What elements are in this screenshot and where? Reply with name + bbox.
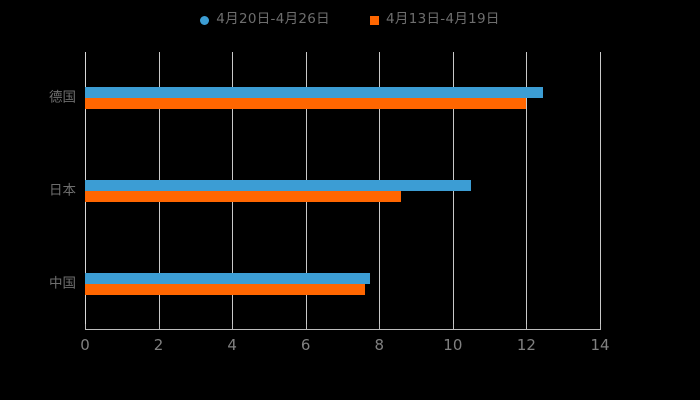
x-tick-mark-12: [526, 324, 528, 330]
x-tick-label-4: 4: [227, 336, 237, 354]
x-tick-label-2: 2: [153, 336, 164, 354]
x-tick-label-12: 12: [516, 336, 536, 354]
bar-德国-series-1[interactable]: [85, 87, 543, 99]
legend-item-series-2[interactable]: 4月13日-4月19日: [370, 13, 500, 27]
legend-label-series-1: 4月20日-4月26日: [216, 11, 330, 28]
x-tick-mark-10: [452, 324, 454, 330]
x-axis-ticks: 0 2 4 6 8 10 12 14: [80, 324, 610, 370]
x-tick-label-0: 0: [80, 336, 90, 354]
gridline-x-14: [600, 52, 601, 330]
bar-日本-series-2[interactable]: [85, 191, 402, 202]
y-axis-category-label-日本: 日本: [49, 182, 76, 199]
bar-中国-series-2[interactable]: [85, 283, 365, 295]
x-tick-mark-14: [600, 324, 601, 330]
bar-中国-series-1[interactable]: [85, 272, 371, 284]
legend-square-marker-icon: [370, 15, 379, 25]
legend-circle-marker-icon: [200, 15, 210, 25]
gridline-x-10: [452, 52, 454, 330]
gridline-x-12: [526, 52, 528, 330]
bar-日本-series-1[interactable]: [85, 180, 472, 191]
x-tick-mark-8: [379, 324, 381, 330]
y-axis-category-label-中国: 中国: [49, 274, 76, 291]
x-tick-mark-6: [305, 324, 307, 330]
legend-label-series-2: 4月13日-4月19日: [386, 11, 500, 28]
x-tick-mark-2: [158, 324, 160, 330]
x-tick-label-10: 10: [443, 336, 463, 354]
bar-德国-series-2[interactable]: [85, 98, 527, 110]
legend-item-series-1[interactable]: 4月20日-4月26日: [200, 13, 330, 27]
x-axis-line: [85, 329, 600, 330]
x-tick-mark-4: [232, 324, 234, 330]
y-axis-category-label-德国: 德国: [49, 89, 76, 106]
x-tick-label-14: 14: [590, 336, 610, 354]
x-tick-mark-0: [85, 324, 86, 330]
x-tick-label-8: 8: [374, 336, 385, 354]
chart-legend: 4月20日-4月26日 4月13日-4月19日: [0, 8, 700, 32]
plot-area: 德国日本中国 0 2 4 6 8 10 12 14: [49, 52, 610, 353]
x-tick-label-6: 6: [300, 336, 311, 354]
